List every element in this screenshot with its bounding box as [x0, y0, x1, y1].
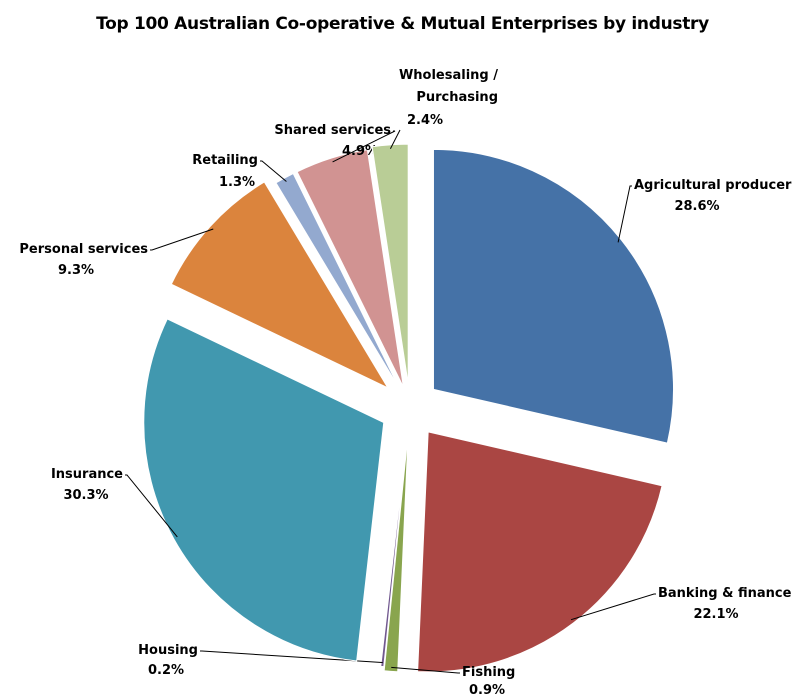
slice-value-label: 2.4% [407, 113, 443, 128]
pie-slice-shared-services [296, 149, 404, 388]
slice-label: Personal services [19, 242, 148, 257]
slice-value-label: 30.3% [63, 488, 108, 503]
leader-line [150, 228, 214, 251]
slice-value-label: 28.6% [674, 199, 719, 214]
leader-line [617, 185, 632, 243]
slice-value-label: 0.9% [469, 683, 505, 698]
slice-value-label: 1.3% [219, 175, 255, 190]
slice-label: Housing [138, 643, 198, 658]
pie-slice-insurance [143, 318, 385, 662]
slice-value-label: 0.2% [148, 663, 184, 678]
pie-slice-retailing [275, 172, 400, 389]
slice-label: Insurance [51, 467, 123, 482]
pie-slice-housing [380, 427, 409, 668]
slice-value-label: 4.9% [342, 144, 378, 159]
slice-label: Fishing [462, 665, 515, 680]
pie-slice-agricultural-producer [432, 148, 674, 444]
leader-line [200, 650, 383, 664]
slice-label: Purchasing [416, 90, 498, 105]
slice-label: Agricultural producer [634, 178, 792, 193]
leader-line [391, 666, 460, 674]
slice-label: Shared services [274, 123, 391, 138]
slice-label: Wholesaling / [399, 68, 498, 83]
leader-line [260, 160, 287, 182]
pie-slice-wholesaling-purchasing [371, 143, 409, 385]
pie-slice-fishing [383, 431, 409, 673]
pie-slice-personal-services [170, 181, 390, 389]
slice-label: Banking & finance [658, 586, 792, 601]
slice-value-label: 9.3% [58, 263, 94, 278]
pie-slice-banking-finance [417, 431, 663, 673]
slice-label: Retailing [192, 153, 258, 168]
leader-line [389, 129, 401, 149]
leader-line [125, 474, 178, 538]
leader-line [332, 130, 396, 163]
leader-line [570, 593, 656, 621]
slice-value-label: 22.1% [693, 607, 738, 622]
chart-title: Top 100 Australian Co-operative & Mutual… [96, 14, 709, 34]
